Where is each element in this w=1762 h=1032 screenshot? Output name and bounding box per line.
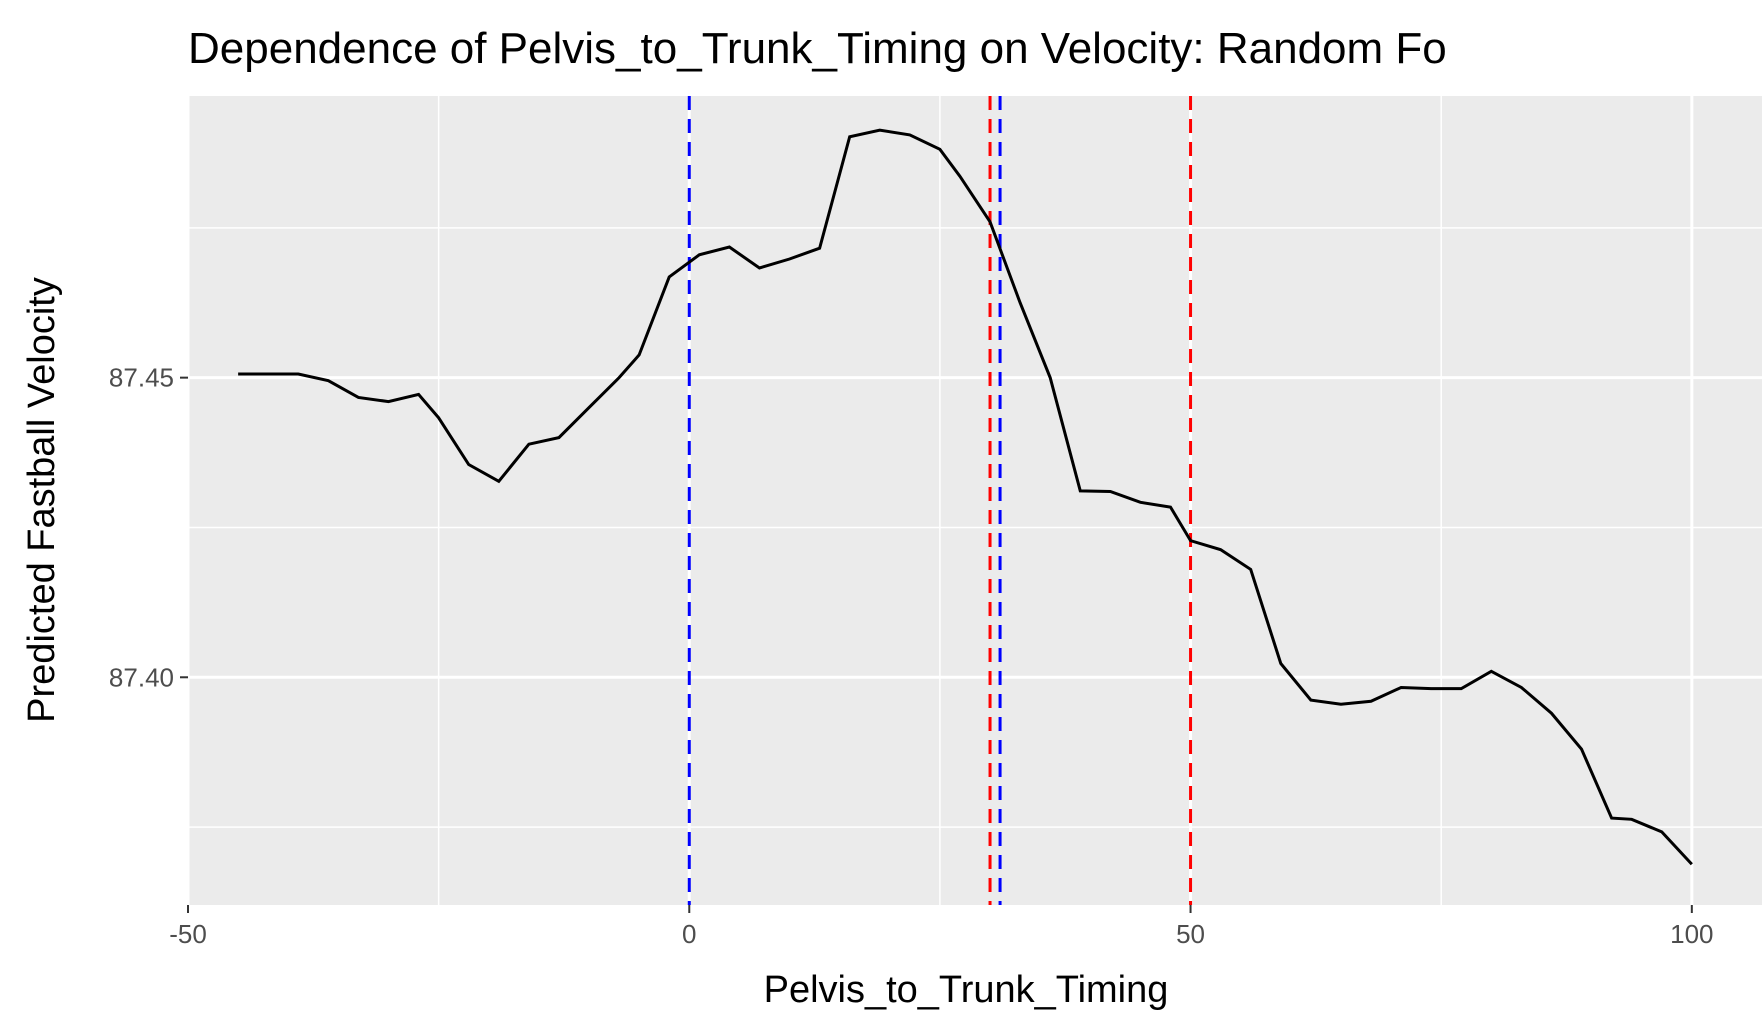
x-axis-ticks xyxy=(187,905,1693,913)
y-axis-tick-labels: 87.40 87.45 xyxy=(109,363,174,693)
y-tick-label: 87.45 xyxy=(109,363,174,393)
minor-gridlines-y xyxy=(188,227,1762,828)
series-line xyxy=(238,128,1693,866)
x-tick-label: 0 xyxy=(682,919,696,949)
y-axis-ticks xyxy=(180,376,188,679)
x-axis-tick-labels: -50 0 50 100 xyxy=(169,919,1713,949)
reference-lines xyxy=(687,96,1193,905)
x-tick-label: 100 xyxy=(1670,919,1713,949)
x-tick-label: -50 xyxy=(169,919,207,949)
y-axis-title: Predicted Fastball Velocity xyxy=(21,277,63,723)
minor-gridlines-x xyxy=(437,96,1442,905)
x-tick-label: 50 xyxy=(1176,919,1205,949)
y-tick-label: 87.40 xyxy=(109,662,174,692)
x-axis-title: Pelvis_to_Trunk_Timing xyxy=(764,969,1169,1011)
chart-title: Dependence of Pelvis_to_Trunk_Timing on … xyxy=(188,24,1447,73)
plot-panel xyxy=(188,96,1762,905)
